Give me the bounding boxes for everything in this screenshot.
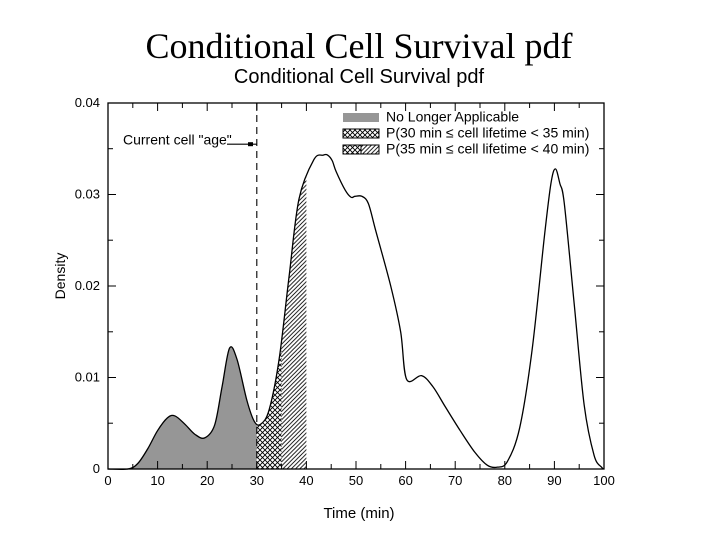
svg-text:50: 50 — [349, 473, 363, 488]
svg-text:0: 0 — [93, 461, 100, 476]
svg-text:30: 30 — [250, 473, 264, 488]
svg-text:P(35 min ≤ cell lifetime < 40: P(35 min ≤ cell lifetime < 40 min) — [386, 141, 589, 157]
svg-text:0.03: 0.03 — [75, 187, 100, 202]
svg-text:Current cell "age": Current cell "age" — [123, 132, 232, 148]
svg-text:100: 100 — [593, 473, 615, 488]
svg-text:10: 10 — [150, 473, 164, 488]
svg-text:0.01: 0.01 — [75, 370, 100, 385]
svg-text:0.02: 0.02 — [75, 278, 100, 293]
svg-text:70: 70 — [448, 473, 462, 488]
svg-text:0.04: 0.04 — [75, 95, 100, 110]
svg-text:0: 0 — [104, 473, 111, 488]
svg-text:80: 80 — [498, 473, 512, 488]
svg-text:40: 40 — [299, 473, 313, 488]
svg-text:20: 20 — [200, 473, 214, 488]
svg-text:90: 90 — [547, 473, 561, 488]
svg-text:60: 60 — [398, 473, 412, 488]
svg-text:P(30 min ≤ cell lifetime < 35: P(30 min ≤ cell lifetime < 35 min) — [386, 125, 589, 141]
